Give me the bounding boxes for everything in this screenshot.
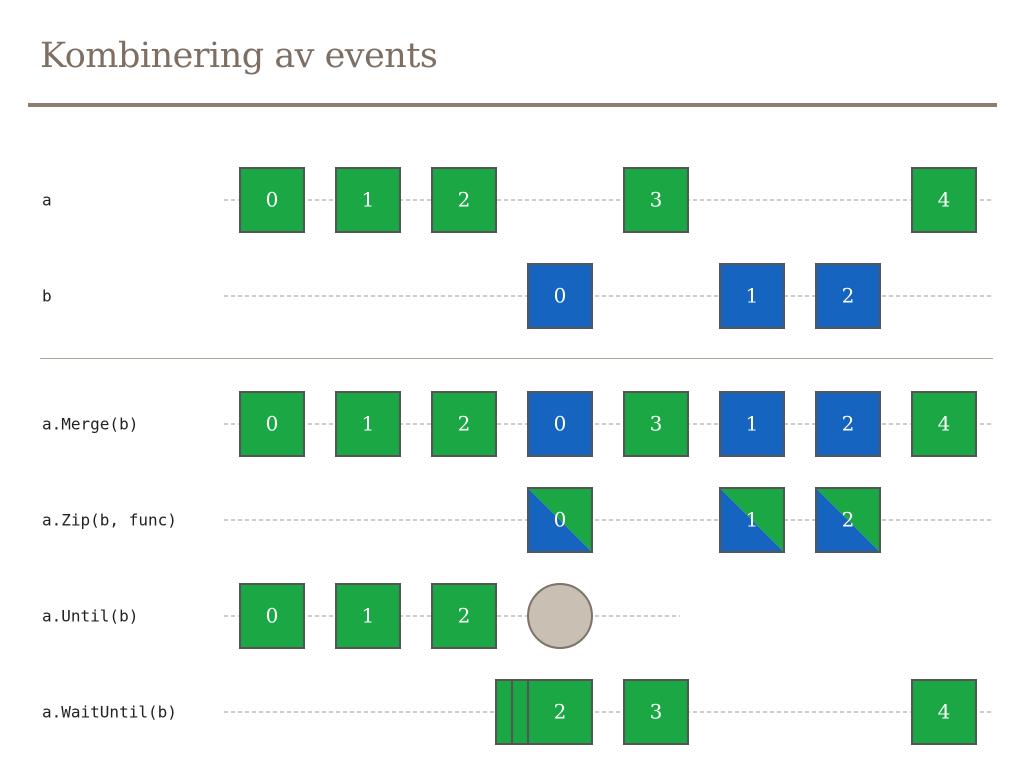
completion-marker [527, 583, 593, 649]
event-marble-a: 0 [239, 391, 305, 457]
event-value: 0 [554, 412, 567, 436]
event-marble-b: 1 [719, 391, 785, 457]
event-marble-a: 2 [431, 583, 497, 649]
slide-title: Kombinering av events [40, 36, 438, 76]
event-marble-a: 1 [335, 583, 401, 649]
event-value: 4 [938, 188, 951, 212]
event-value: 2 [842, 412, 855, 436]
event-marble-b: 0 [527, 391, 593, 457]
event-value: 1 [746, 284, 759, 308]
event-value: 3 [650, 412, 663, 436]
row-label: a.Merge(b) [42, 414, 139, 434]
event-value: 1 [746, 412, 759, 436]
row-label: a.WaitUntil(b) [42, 702, 177, 722]
event-value: 0 [266, 412, 279, 436]
event-marble-a: 2 [527, 679, 593, 745]
event-marble-b: 2 [815, 263, 881, 329]
event-marble-a: 1 [335, 167, 401, 233]
row-label: a [42, 190, 52, 210]
event-marble-a: 3 [623, 679, 689, 745]
event-value: 0 [266, 188, 279, 212]
event-marble-a: 0 [239, 583, 305, 649]
event-value: 0 [554, 508, 567, 532]
event-marble-a: 2 [431, 167, 497, 233]
event-marble-stop [527, 583, 593, 649]
event-marble-zip: 0 [527, 487, 593, 553]
section-divider [40, 358, 993, 359]
event-value: 2 [554, 700, 567, 724]
event-value: 0 [554, 284, 567, 308]
event-value: 3 [650, 188, 663, 212]
event-value: 3 [650, 700, 663, 724]
event-value: 1 [362, 188, 375, 212]
event-marble-a: 0 [239, 167, 305, 233]
event-value: 2 [458, 188, 471, 212]
event-marble-a: 4 [911, 391, 977, 457]
event-value: 0 [266, 604, 279, 628]
event-marble-a: 3 [623, 167, 689, 233]
event-marble-b: 2 [815, 391, 881, 457]
title-rule [28, 103, 997, 107]
event-marble-zip: 1 [719, 487, 785, 553]
event-value: 4 [938, 700, 951, 724]
event-marble-a: 4 [911, 679, 977, 745]
row-label: a.Until(b) [42, 606, 139, 626]
event-value: 2 [458, 412, 471, 436]
event-marble-b: 1 [719, 263, 785, 329]
event-value: 2 [842, 284, 855, 308]
event-marble-a: 3 [623, 391, 689, 457]
event-marble-a: 2 [431, 391, 497, 457]
event-value: 4 [938, 412, 951, 436]
event-value: 2 [842, 508, 855, 532]
event-value: 1 [362, 412, 375, 436]
event-value: 1 [362, 604, 375, 628]
row-label: a.Zip(b, func) [42, 510, 177, 530]
event-marble-a: 1 [335, 391, 401, 457]
event-marble-a: 4 [911, 167, 977, 233]
event-value: 1 [746, 508, 759, 532]
event-value: 2 [458, 604, 471, 628]
event-marble-b: 0 [527, 263, 593, 329]
row-label: b [42, 286, 52, 306]
event-marble-zip: 2 [815, 487, 881, 553]
